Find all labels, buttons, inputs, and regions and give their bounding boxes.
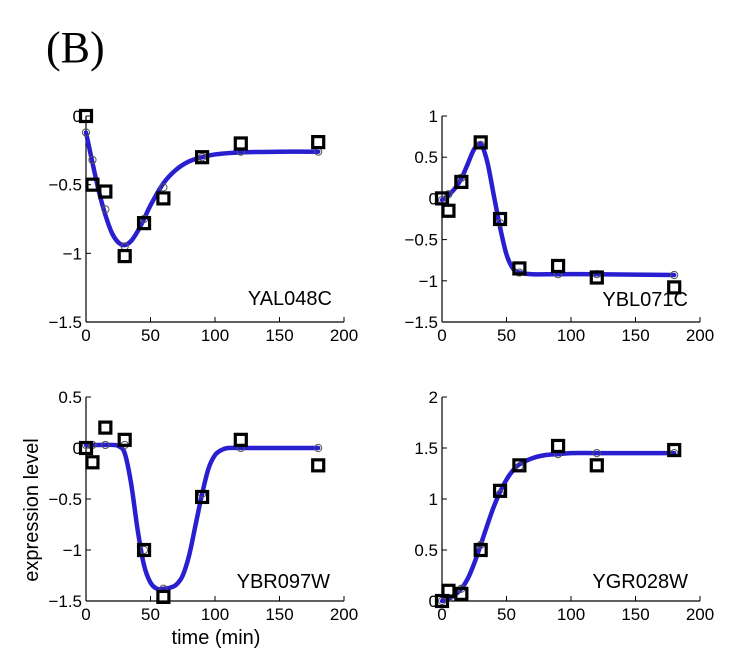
model-point: [88, 155, 97, 165]
measured-point: [311, 458, 326, 473]
x-tick-label: 200: [330, 605, 358, 624]
gene-label: YBR097W: [237, 571, 330, 593]
measured-point: [550, 438, 566, 454]
measured-point: [136, 216, 152, 231]
gene-label: YAL048C: [248, 288, 332, 310]
x-tick-label: 200: [686, 605, 714, 624]
y-tick-label: 1.5: [414, 439, 438, 458]
model-point: [101, 205, 110, 214]
measured-point: [85, 455, 100, 470]
measured-point: [233, 432, 248, 447]
measured-point: [512, 458, 527, 473]
fit-curve: [83, 130, 321, 248]
x-tick-label: 100: [557, 326, 585, 345]
measured-point: [136, 542, 152, 558]
measured-point: [233, 136, 248, 151]
measured-point: [550, 258, 566, 274]
gene-label: YBL071C: [602, 289, 688, 311]
y-tick-label: −1.5: [48, 592, 82, 611]
y-tick-label: 0.5: [58, 388, 82, 407]
y-tick-label: 0: [429, 592, 438, 611]
y-tick-label: 1: [429, 107, 438, 126]
measured-point: [311, 134, 326, 150]
measured-point: [454, 586, 469, 601]
model-point: [139, 545, 149, 555]
y-tick-label: −1.5: [48, 313, 82, 332]
subplot-ybr097w: 0 50 100 150 200 −1.5 −1 −0.5 0 0.5 YBR097W: [48, 388, 358, 624]
subplot-yal048c: 0 50 100 150 200 −1.5 −1 −0.5 0 YAL048C: [48, 107, 358, 345]
fit-curve: [83, 442, 321, 592]
measured-point: [156, 589, 171, 605]
x-tick-label: 0: [81, 605, 90, 624]
y-tick-label: −0.5: [404, 231, 438, 250]
x-tick-label: 0: [81, 326, 90, 345]
model-point: [81, 128, 91, 137]
measured-point: [492, 483, 508, 498]
y-tick-label: −1: [419, 272, 438, 291]
panel-label: (B): [46, 23, 105, 72]
measured-point: [98, 420, 113, 435]
measured-point: [667, 442, 682, 458]
x-tick-label: 100: [557, 605, 585, 624]
y-axis-label: expression level: [21, 438, 43, 581]
measured-point: [85, 177, 100, 192]
measured-point: [195, 489, 210, 505]
measured-point: [441, 203, 456, 218]
measured-point: [667, 280, 682, 295]
measured-point: [98, 184, 113, 199]
model-point: [159, 183, 168, 192]
y-tick-label: 1: [429, 490, 438, 509]
measured-point: [195, 150, 210, 165]
y-tick-label: −0.5: [48, 490, 82, 509]
subplot-ybl071c: 0 50 100 150 200 −1.5 −1 −0.5 0 0.5 1 YBL071C: [404, 107, 714, 345]
measured-point: [441, 583, 456, 598]
y-tick-label: 0: [73, 107, 82, 126]
x-tick-label: 50: [141, 326, 160, 345]
x-tick-label: 150: [621, 605, 649, 624]
x-tick-label: 0: [437, 326, 446, 345]
x-tick-label: 150: [265, 326, 293, 345]
x-tick-label: 100: [201, 605, 229, 624]
subplot-ygr028w: 0 50 100 150 200 0 0.5 1 1.5 2 YGR028W: [414, 388, 714, 624]
measured-point: [473, 135, 488, 150]
x-axis-label: time (min): [172, 627, 261, 649]
x-tick-label: 0: [437, 605, 446, 624]
gene-label: YGR028W: [592, 571, 688, 593]
model-point: [101, 440, 110, 450]
x-tick-label: 50: [497, 605, 516, 624]
measured-point: [117, 432, 132, 447]
measured-point: [117, 248, 132, 264]
y-tick-label: 0.5: [414, 541, 438, 560]
x-tick-label: 200: [330, 326, 358, 345]
y-tick-label: −1.5: [404, 313, 438, 332]
y-tick-label: 0.5: [414, 148, 438, 167]
x-tick-label: 100: [201, 326, 229, 345]
x-tick-label: 200: [686, 326, 714, 345]
y-tick-label: −0.5: [48, 176, 82, 195]
model-point: [670, 270, 679, 280]
x-tick-label: 150: [265, 605, 293, 624]
measured-point: [512, 261, 527, 276]
y-tick-label: −1: [63, 244, 82, 263]
measured-point: [589, 270, 604, 285]
measured-point: [454, 174, 469, 190]
fit-curve: [439, 141, 677, 278]
y-tick-label: 0: [73, 439, 82, 458]
x-tick-label: 50: [141, 605, 160, 624]
x-tick-label: 50: [497, 326, 516, 345]
model-point: [314, 443, 323, 453]
model-point: [592, 449, 601, 458]
y-tick-label: −1: [63, 541, 82, 560]
y-tick-label: 0: [429, 189, 438, 208]
measured-point: [78, 440, 94, 456]
measured-point: [492, 211, 508, 227]
model-point: [198, 153, 207, 162]
x-tick-label: 150: [621, 326, 649, 345]
y-tick-label: 2: [429, 388, 438, 407]
measured-point: [156, 191, 171, 206]
measured-point: [589, 458, 604, 473]
measured-point: [78, 108, 94, 124]
measured-point: [473, 542, 488, 558]
